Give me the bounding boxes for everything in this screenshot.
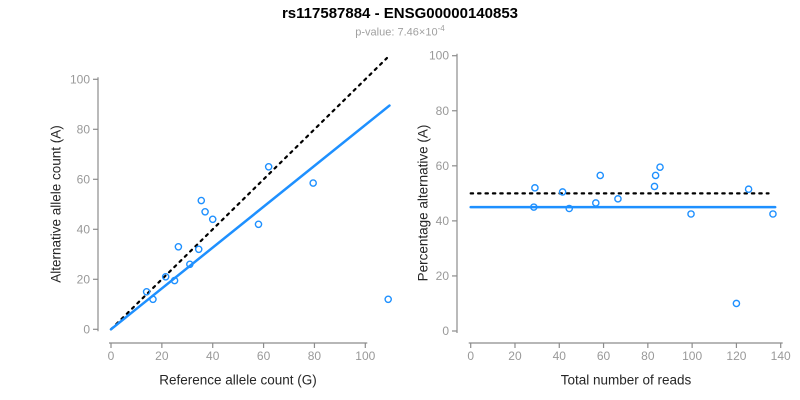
x-tick-label: 80	[641, 349, 655, 363]
data-point	[186, 260, 194, 269]
y-tick-label: 80	[436, 104, 450, 118]
data-point	[142, 287, 151, 296]
y-tick-label: 60	[436, 159, 450, 173]
data-point	[201, 207, 209, 216]
data-point	[592, 199, 600, 207]
x-tick-label: 140	[771, 349, 791, 363]
x-tick-label: 100	[682, 349, 702, 363]
data-point	[650, 182, 659, 191]
data-point	[384, 295, 392, 304]
x-tick-label: 60	[257, 349, 271, 363]
x-tick-label: 20	[508, 349, 522, 363]
left-y-axis-label: Alternative allele count (A)	[48, 125, 64, 283]
y-tick-label: 40	[77, 222, 91, 236]
y-tick-label: 20	[436, 269, 450, 283]
y-tick-label: 60	[77, 172, 91, 186]
x-tick-label: 20	[155, 349, 169, 363]
data-point	[264, 162, 273, 171]
x-tick-label: 40	[553, 349, 567, 363]
data-point	[208, 215, 217, 224]
p-value-mantissa: 7.46	[397, 26, 419, 39]
data-point	[309, 179, 317, 187]
y-tick-label: 0	[83, 322, 90, 336]
figure-title: rs117587884 - ENSG00000140853	[281, 5, 519, 22]
p-value-times: ×10	[418, 26, 438, 39]
y-tick-label: 100	[70, 72, 90, 86]
data-point	[254, 220, 263, 229]
p-value-label: p-value:	[355, 26, 395, 39]
data-point	[744, 185, 753, 194]
right-x-axis-label: Total number of reads	[560, 372, 692, 388]
data-point	[531, 184, 539, 192]
data-point	[530, 203, 538, 211]
data-point	[769, 210, 777, 218]
y-tick-label: 40	[436, 214, 450, 228]
y-tick-label: 20	[77, 272, 91, 286]
y-tick-label: 0	[442, 324, 449, 338]
data-point	[197, 196, 206, 205]
left-x-axis-label: Reference allele count (G)	[159, 372, 317, 388]
data-point	[194, 245, 203, 254]
x-tick-label: 120	[726, 349, 746, 363]
data-point	[651, 171, 660, 180]
x-tick-label: 100	[355, 349, 375, 363]
data-point	[558, 188, 567, 196]
data-point	[614, 195, 622, 203]
y-tick-label: 100	[429, 49, 449, 63]
x-tick-label: 60	[597, 349, 611, 363]
data-point	[149, 295, 157, 304]
data-point	[596, 171, 605, 180]
data-point	[656, 163, 664, 171]
x-tick-label: 0	[108, 349, 115, 363]
data-point	[161, 272, 170, 281]
y-tick-label: 80	[77, 122, 91, 136]
figure-subtitle: p-value: 7.46×10-4	[0, 24, 800, 39]
p-value-exponent: -4	[437, 24, 445, 33]
data-point	[565, 204, 574, 213]
identity-line	[109, 56, 389, 331]
fit-line	[109, 104, 391, 331]
x-tick-label: 0	[467, 349, 474, 363]
x-tick-label: 80	[308, 349, 322, 363]
data-point	[732, 299, 741, 308]
x-tick-label: 40	[206, 349, 220, 363]
data-point	[170, 276, 179, 285]
data-point	[687, 210, 695, 218]
data-point	[174, 242, 183, 251]
right-y-axis-label: Percentage alternative (A)	[415, 124, 431, 282]
